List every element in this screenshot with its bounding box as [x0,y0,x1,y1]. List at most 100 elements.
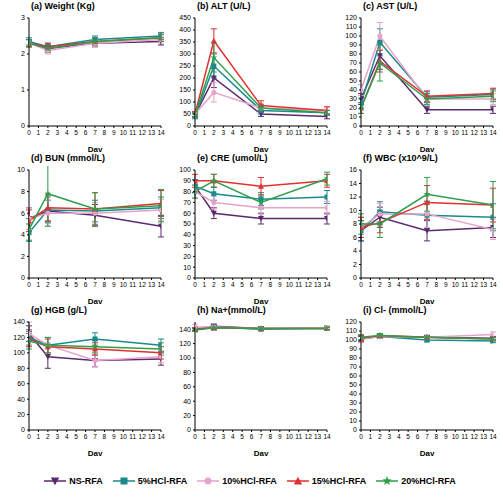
svg-text:14: 14 [489,129,492,136]
svg-text:0: 0 [353,426,357,433]
svg-text:80: 80 [349,354,357,361]
svg-text:Day: Day [88,449,103,456]
svg-text:10: 10 [120,281,128,288]
svg-text:3: 3 [221,129,225,136]
svg-text:200: 200 [179,74,191,81]
svg-text:0: 0 [21,122,25,129]
svg-text:40: 40 [183,398,191,405]
svg-text:Day: Day [420,145,435,152]
svg-text:Day: Day [420,297,435,304]
svg-text:100: 100 [13,349,25,356]
svg-text:1: 1 [203,129,207,136]
svg-text:120: 120 [179,340,191,347]
svg-text:80: 80 [349,50,357,57]
svg-text:9: 9 [444,281,448,288]
svg-text:20: 20 [17,411,25,418]
svg-text:140: 140 [179,326,191,333]
svg-text:7: 7 [425,129,429,136]
svg-text:60: 60 [349,372,357,379]
svg-text:9: 9 [112,281,116,288]
svg-text:8: 8 [269,433,273,440]
svg-text:1: 1 [203,281,207,288]
svg-text:6: 6 [416,281,420,288]
svg-text:50: 50 [183,220,191,227]
svg-text:3: 3 [221,433,225,440]
svg-text:0: 0 [193,129,197,136]
svg-text:0: 0 [359,281,363,288]
svg-text:Day: Day [254,145,269,152]
svg-text:0: 0 [21,426,25,433]
svg-text:2: 2 [212,129,216,136]
svg-text:0: 0 [353,274,357,281]
svg-text:10: 10 [349,207,357,214]
svg-text:1: 1 [369,129,373,136]
svg-text:6: 6 [416,433,420,440]
svg-text:2: 2 [378,433,382,440]
svg-text:5: 5 [74,281,78,288]
svg-text:9: 9 [278,281,282,288]
svg-text:8: 8 [269,129,273,136]
svg-text:14: 14 [323,433,331,440]
svg-text:40: 40 [17,396,25,403]
svg-text:30: 30 [183,242,191,249]
svg-text:0: 0 [27,281,31,288]
svg-text:2: 2 [21,50,25,57]
svg-text:6: 6 [250,433,254,440]
svg-text:14: 14 [157,281,165,288]
svg-text:6: 6 [84,433,88,440]
svg-text:110: 110 [346,327,357,334]
svg-text:7: 7 [425,281,429,288]
svg-text:2: 2 [46,129,50,136]
svg-text:6: 6 [250,129,254,136]
svg-text:6: 6 [84,281,88,288]
svg-text:5: 5 [74,129,78,136]
svg-text:7: 7 [259,129,263,136]
svg-text:120: 120 [345,14,357,21]
svg-text:100: 100 [345,32,357,39]
svg-text:450: 450 [179,14,191,21]
svg-text:10: 10 [452,129,460,136]
svg-text:50: 50 [183,110,191,117]
svg-text:7: 7 [93,281,97,288]
svg-text:2: 2 [46,433,50,440]
svg-text:140: 140 [13,318,25,325]
svg-text:14: 14 [489,281,492,288]
svg-text:2: 2 [46,281,50,288]
svg-text:7: 7 [259,433,263,440]
svg-text:4: 4 [353,247,357,254]
svg-text:8: 8 [353,220,357,227]
svg-text:1: 1 [21,86,25,93]
svg-text:100: 100 [179,166,191,173]
svg-text:4: 4 [21,231,25,238]
svg-text:11: 11 [461,433,468,440]
svg-text:7: 7 [259,281,263,288]
svg-text:13: 13 [148,129,156,136]
svg-text:4: 4 [65,281,69,288]
svg-text:12: 12 [139,281,147,288]
svg-text:16: 16 [349,166,357,173]
svg-text:6: 6 [416,129,420,136]
svg-text:50: 50 [349,381,357,388]
svg-text:6: 6 [353,234,357,241]
svg-text:90: 90 [183,177,191,184]
svg-text:40: 40 [349,86,357,93]
svg-text:14: 14 [323,129,331,136]
svg-text:10: 10 [286,129,294,136]
svg-text:120: 120 [345,318,357,325]
svg-text:4: 4 [397,281,401,288]
svg-text:2: 2 [212,433,216,440]
svg-text:60: 60 [183,383,191,390]
svg-text:8: 8 [21,188,25,195]
svg-text:110: 110 [346,23,357,30]
svg-text:0: 0 [359,129,363,136]
svg-text:4: 4 [397,129,401,136]
svg-text:11: 11 [461,281,468,288]
svg-text:11: 11 [461,129,468,136]
svg-text:50: 50 [349,77,357,84]
svg-text:60: 60 [349,68,357,75]
svg-text:20: 20 [183,253,191,260]
svg-text:10: 10 [183,264,191,271]
svg-text:7: 7 [93,433,97,440]
svg-text:150: 150 [179,86,191,93]
svg-text:6: 6 [84,129,88,136]
